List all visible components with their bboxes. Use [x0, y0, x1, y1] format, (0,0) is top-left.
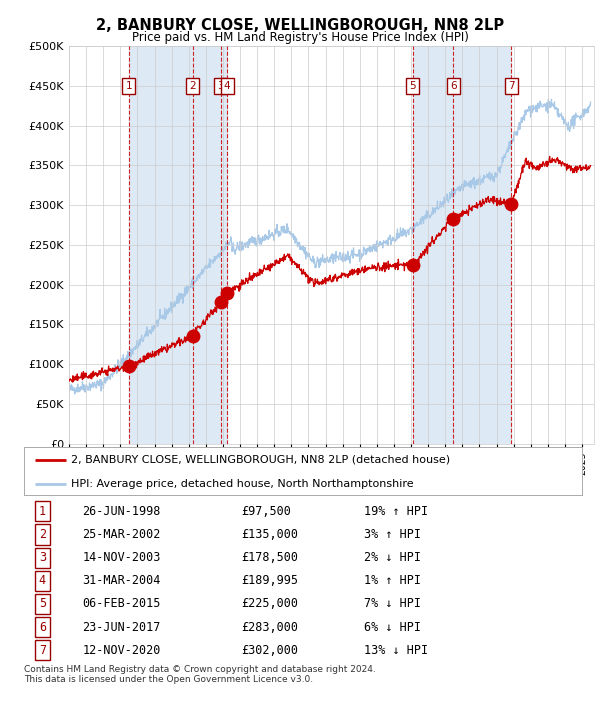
Text: 7% ↓ HPI: 7% ↓ HPI	[364, 597, 421, 611]
Text: 7: 7	[508, 81, 515, 91]
Text: £178,500: £178,500	[242, 551, 299, 564]
Text: 5: 5	[409, 81, 416, 91]
Text: 26-JUN-1998: 26-JUN-1998	[83, 505, 161, 518]
Text: 19% ↑ HPI: 19% ↑ HPI	[364, 505, 428, 518]
Text: 7: 7	[39, 644, 46, 657]
Text: 5: 5	[39, 597, 46, 611]
Text: 1: 1	[125, 81, 132, 91]
Text: 6: 6	[39, 621, 46, 633]
Text: Price paid vs. HM Land Registry's House Price Index (HPI): Price paid vs. HM Land Registry's House …	[131, 31, 469, 44]
Text: 6% ↓ HPI: 6% ↓ HPI	[364, 621, 421, 633]
Text: Contains HM Land Registry data © Crown copyright and database right 2024.
This d: Contains HM Land Registry data © Crown c…	[24, 665, 376, 684]
Text: HPI: Average price, detached house, North Northamptonshire: HPI: Average price, detached house, Nort…	[71, 479, 414, 489]
Text: 2, BANBURY CLOSE, WELLINGBOROUGH, NN8 2LP (detached house): 2, BANBURY CLOSE, WELLINGBOROUGH, NN8 2L…	[71, 454, 451, 464]
Bar	[128, 46, 227, 444]
Text: 2: 2	[190, 81, 196, 91]
Text: 06-FEB-2015: 06-FEB-2015	[83, 597, 161, 611]
Text: £135,000: £135,000	[242, 528, 299, 541]
Text: 3% ↑ HPI: 3% ↑ HPI	[364, 528, 421, 541]
Text: £189,995: £189,995	[242, 574, 299, 587]
Text: 25-MAR-2002: 25-MAR-2002	[83, 528, 161, 541]
Text: 3: 3	[217, 81, 224, 91]
Text: 2, BANBURY CLOSE, WELLINGBOROUGH, NN8 2LP: 2, BANBURY CLOSE, WELLINGBOROUGH, NN8 2L…	[96, 18, 504, 33]
Text: 23-JUN-2017: 23-JUN-2017	[83, 621, 161, 633]
Text: £302,000: £302,000	[242, 644, 299, 657]
Text: 13% ↓ HPI: 13% ↓ HPI	[364, 644, 428, 657]
Text: £283,000: £283,000	[242, 621, 299, 633]
Text: 4: 4	[39, 574, 46, 587]
Text: 14-NOV-2003: 14-NOV-2003	[83, 551, 161, 564]
Text: £97,500: £97,500	[242, 505, 292, 518]
Text: 1% ↑ HPI: 1% ↑ HPI	[364, 574, 421, 587]
Text: 1: 1	[39, 505, 46, 518]
Text: 12-NOV-2020: 12-NOV-2020	[83, 644, 161, 657]
Text: 31-MAR-2004: 31-MAR-2004	[83, 574, 161, 587]
Bar	[413, 46, 511, 444]
Text: £225,000: £225,000	[242, 597, 299, 611]
Text: 3: 3	[39, 551, 46, 564]
Text: 2: 2	[39, 528, 46, 541]
Text: 2% ↓ HPI: 2% ↓ HPI	[364, 551, 421, 564]
Text: 4: 4	[224, 81, 230, 91]
Text: 6: 6	[450, 81, 457, 91]
